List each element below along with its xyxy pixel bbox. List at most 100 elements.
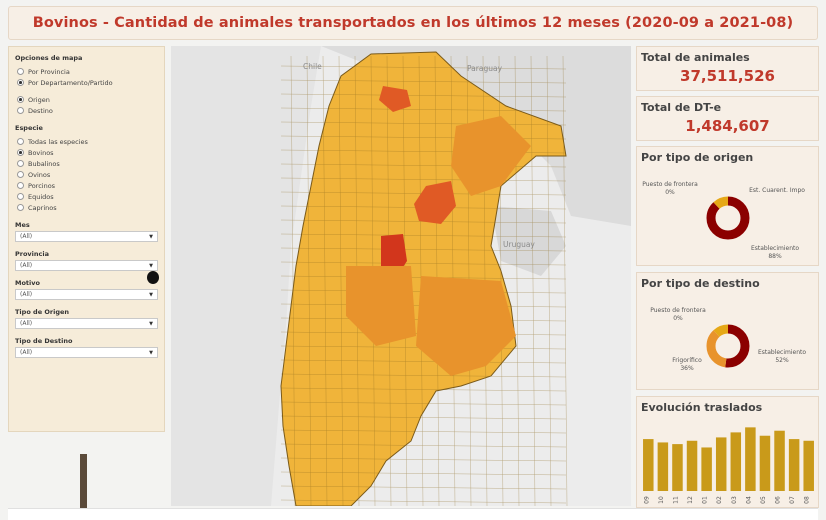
x-tick-label: 12: [687, 496, 694, 504]
radio-icon: [17, 171, 24, 178]
land-uruguay: [491, 206, 566, 276]
region-hotspot-cordoba[interactable]: [414, 181, 456, 224]
radio-label: Caprinos: [28, 203, 57, 212]
region-hotspot-center[interactable]: [381, 234, 407, 276]
x-tick-label: 02: [716, 496, 723, 504]
donut-slice[interactable]: [706, 196, 750, 240]
radio-bovinos[interactable]: Bovinos: [17, 147, 160, 158]
radio-por-departamento[interactable]: Por Departamento/Partido: [17, 77, 160, 88]
caret-down-icon: ▼: [149, 291, 153, 298]
radio-ovinos[interactable]: Ovinos: [17, 169, 160, 180]
radio-todas[interactable]: Todas las especies: [17, 136, 160, 147]
bar-05[interactable]: [759, 435, 771, 491]
radio-destino[interactable]: Destino: [17, 105, 160, 116]
page-title: Bovinos - Cantidad de animales transport…: [32, 15, 794, 31]
radio-por-provincia[interactable]: Por Provincia: [17, 66, 160, 77]
dropdown-value: (All): [20, 233, 33, 240]
donut-slice[interactable]: [706, 324, 750, 368]
dest-donut-panel: Por tipo de destino Puesto de frontera 0%…: [636, 272, 819, 390]
panel-title: Por tipo de destino: [641, 277, 760, 290]
radio-equidos[interactable]: Equidos: [17, 191, 160, 202]
kpi-value: 1,484,607: [685, 117, 770, 135]
tipo-destino-label: Tipo de Destino: [15, 337, 73, 345]
mes-label: Mes: [15, 221, 30, 229]
radio-icon: [17, 160, 24, 167]
radio-porcinos[interactable]: Porcinos: [17, 180, 160, 191]
radio-origen[interactable]: Origen: [17, 94, 160, 105]
radio-label: Por Provincia: [28, 67, 70, 76]
x-tick-label: 10: [658, 496, 665, 504]
x-tick-label: 06: [775, 496, 782, 504]
label-frigorifico: Frigorífico 36%: [672, 357, 702, 372]
bar-01[interactable]: [701, 447, 712, 491]
label-cuarent: Est. Cuarent. Impo: [749, 187, 805, 194]
donut-slice[interactable]: [706, 196, 750, 240]
label-establecimiento: Establecimiento 52%: [757, 349, 807, 364]
bar-11[interactable]: [672, 444, 683, 491]
tipo-origen-label: Tipo de Origen: [15, 308, 70, 316]
radio-icon: [17, 68, 24, 75]
tipo-destino-dropdown[interactable]: (All) ▼: [15, 347, 158, 358]
background-object: [80, 454, 87, 510]
motivo-label: Motivo: [15, 279, 40, 287]
x-tick-label: 05: [760, 496, 767, 504]
radio-bubalinos[interactable]: Bubalinos: [17, 158, 160, 169]
radio-label: Bovinos: [28, 148, 54, 157]
x-tick-label: 08: [804, 496, 811, 504]
kpi-title: Total de DT-e: [641, 101, 722, 114]
bar-02[interactable]: [715, 437, 727, 491]
map-options-title: Opciones de mapa: [15, 54, 83, 62]
x-tick-label: 07: [789, 496, 796, 504]
bar-12[interactable]: [686, 440, 698, 491]
x-tick-label: 11: [672, 496, 679, 504]
region-pampa-west[interactable]: [346, 266, 416, 346]
x-tick-label: 04: [745, 496, 752, 504]
radio-label: Ovinos: [28, 170, 51, 179]
region-pampa-east[interactable]: [416, 276, 516, 376]
bar-09[interactable]: [643, 439, 654, 491]
origin-donut-panel: Por tipo de origen Puesto de frontera 0% …: [636, 146, 819, 266]
origin-donut-chart[interactable]: [705, 195, 751, 241]
x-tick-label: 01: [702, 496, 709, 504]
bar-08[interactable]: [803, 440, 814, 491]
species-title: Especie: [15, 124, 43, 132]
provincia-dropdown[interactable]: (All) ▼: [15, 260, 158, 271]
bar-10[interactable]: [657, 442, 669, 491]
land-north: [321, 46, 631, 226]
radio-label: Origen: [28, 95, 50, 104]
x-tick-label: 03: [731, 496, 738, 504]
region-litoral[interactable]: [451, 116, 531, 196]
land-chile: [171, 46, 321, 506]
provincia-label: Provincia: [15, 250, 49, 258]
label-frontera: Puesto de frontera 0%: [642, 181, 698, 196]
bar-06[interactable]: [774, 430, 785, 491]
choropleth-map[interactable]: Chile Paraguay Uruguay: [171, 46, 631, 506]
dest-donut-chart[interactable]: [705, 323, 751, 369]
donut-slice[interactable]: [706, 324, 750, 368]
radio-label: Por Departamento/Partido: [28, 78, 113, 87]
radio-icon: [17, 204, 24, 211]
radio-label: Destino: [28, 106, 53, 115]
bar-04[interactable]: [745, 427, 756, 491]
caret-down-icon: ▼: [149, 349, 153, 356]
radio-caprinos[interactable]: Caprinos: [17, 202, 160, 213]
map-svg[interactable]: [171, 46, 631, 506]
evolution-bar-chart[interactable]: 09 10 11 12 01 02 03 04 05 06 07 08: [637, 417, 820, 509]
label-chile: Chile: [303, 62, 322, 71]
tipo-origen-dropdown[interactable]: (All) ▼: [15, 318, 158, 329]
label-uruguay: Uruguay: [503, 240, 535, 249]
bar-03[interactable]: [730, 432, 742, 491]
kpi-value: 37,511,526: [680, 67, 775, 85]
caret-down-icon: ▼: [149, 233, 153, 240]
dropdown-value: (All): [20, 291, 33, 298]
radio-icon: [17, 107, 24, 114]
motivo-dropdown[interactable]: (All) ▼: [15, 289, 158, 300]
bar-07[interactable]: [788, 439, 800, 491]
region-hotspot-north[interactable]: [379, 86, 411, 112]
evolution-chart-panel: Evolución traslados 09 10 11 12 01 02 03 04 05 06…: [636, 396, 819, 508]
kpi-title: Total de animales: [641, 51, 750, 64]
panel-title: Por tipo de origen: [641, 151, 754, 164]
kpi-total-dte: Total de DT-e 1,484,607: [636, 96, 819, 141]
mes-dropdown[interactable]: (All) ▼: [15, 231, 158, 242]
